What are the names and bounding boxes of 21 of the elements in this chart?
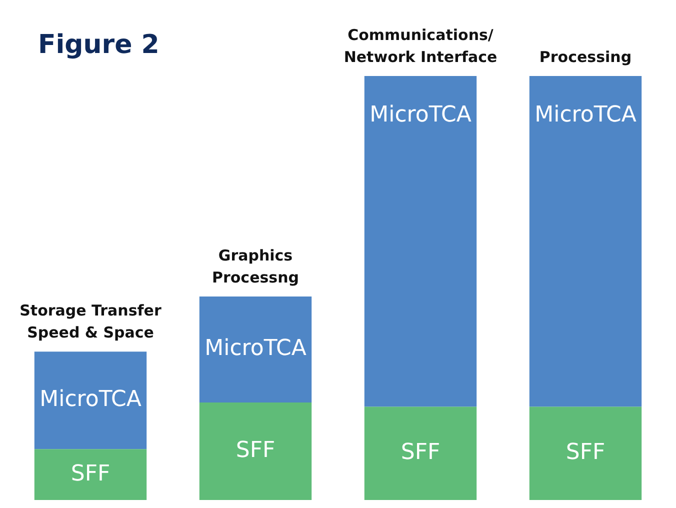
text: MicroTCA [370,102,472,128]
series-label: MicroTCA [40,387,142,412]
x-tick-label: Communications/ Network Interface [344,26,498,66]
chart-title: Figure 2 [38,30,160,60]
bar [364,406,477,500]
bar [529,76,642,407]
text: SFF [400,440,440,466]
x-tick-label: Storage Transfer Speed & Space [20,302,162,342]
bar [34,352,147,450]
x-tick-label: Graphics Processng [212,246,300,286]
x-tick-label: Processing [539,48,632,66]
bar [529,406,642,500]
bar [199,402,312,500]
bar [34,449,147,500]
series-label: SFF [70,461,110,486]
bar [199,296,312,402]
text: MicroTCA [204,336,306,362]
text: SFF [236,438,276,463]
bar [364,76,477,407]
text: SFF [566,440,606,466]
text: MicroTCA [534,102,636,128]
